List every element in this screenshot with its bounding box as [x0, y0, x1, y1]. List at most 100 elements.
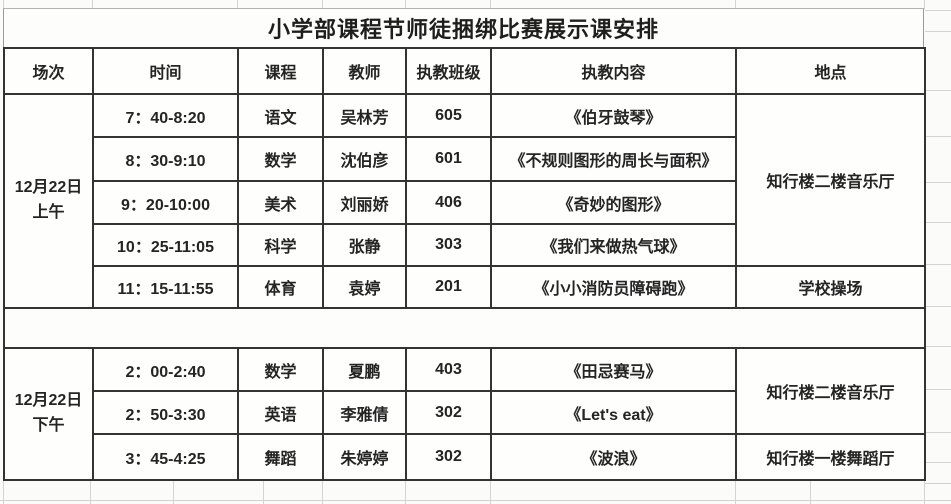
header-session: 场次 — [3, 47, 94, 95]
header-subject: 课程 — [237, 47, 324, 95]
table-row: 2：50-3:30 英语 李雅倩 302 《Let's eat》 — [4, 390, 925, 435]
header-row: 场次 时间 课程 教师 执教班级 执教内容 地点 — [3, 47, 926, 95]
cell-content: 《奇妙的图形》 — [490, 180, 737, 225]
cell-time: 3：45-4:25 — [92, 433, 239, 481]
cell-teacher: 刘丽娇 — [322, 180, 407, 225]
session-period: 下午 — [32, 417, 65, 434]
cell-subject: 数学 — [237, 136, 324, 182]
header-class: 执教班级 — [405, 47, 492, 95]
table-row: 12月22日 下午 2：00-2:40 数学 夏鹏 403 《田忌赛马》 知行楼… — [3, 347, 926, 481]
cell-subject: 英语 — [237, 390, 324, 435]
gridline — [322, 480, 323, 504]
cell-teacher: 朱婷婷 — [322, 433, 407, 481]
cell-class: 201 — [405, 265, 492, 309]
cell-teacher: 袁婷 — [322, 265, 407, 309]
cell-content: 《伯牙鼓琴》 — [490, 93, 737, 138]
gridline — [3, 480, 4, 504]
cell-content: 《Let's eat》 — [490, 390, 737, 435]
gridline — [925, 136, 951, 137]
cell-session-afternoon: 12月22日 下午 — [3, 347, 94, 481]
cell-class: 303 — [405, 223, 492, 267]
cell-subject: 科学 — [237, 223, 324, 267]
cell-teacher: 吴林芳 — [322, 93, 407, 138]
gridline — [322, 0, 323, 9]
cell-class: 601 — [405, 136, 492, 182]
cell-class: 403 — [405, 347, 492, 392]
cell-content: 《田忌赛马》 — [490, 347, 737, 392]
table-title: 小学部课程节师徒捆绑比赛展示课安排 — [3, 8, 924, 47]
table-row: 11：15-11:55 体育 袁婷 201 《小小消防员障碍跑》 学校操场 — [4, 265, 926, 309]
gridline — [925, 306, 951, 307]
cell-subject: 舞蹈 — [237, 433, 324, 481]
cell-subject: 美术 — [237, 180, 324, 225]
cell-teacher: 李雅倩 — [322, 390, 407, 435]
gridline — [3, 0, 4, 9]
session-date: 12月22日 — [14, 179, 83, 197]
cell-subject: 语文 — [237, 93, 324, 138]
gridline — [924, 0, 925, 9]
cell-content: 《不规则图形的周长与面积》 — [490, 136, 737, 182]
gridline — [173, 480, 174, 504]
table-row: 10：25-11:05 科学 张静 303 《我们来做热气球》 — [4, 223, 925, 267]
header-teacher: 教师 — [322, 47, 407, 95]
gridline — [735, 480, 736, 504]
cell-class: 302 — [405, 390, 492, 435]
cell-location-playground: 学校操场 — [735, 265, 926, 309]
gridline — [405, 480, 406, 504]
gridline — [405, 0, 406, 9]
gridline — [490, 480, 491, 504]
cell-class: 605 — [405, 93, 492, 138]
cell-time: 9：20-10:00 — [92, 180, 239, 225]
gridline — [925, 264, 951, 265]
cell-time: 8：30-9:10 — [92, 136, 239, 182]
cell-time: 2：50-3:30 — [92, 390, 239, 435]
gridline — [925, 462, 951, 463]
cell-class: 302 — [405, 433, 492, 481]
table-row: 12月22日 上午 7：40-8:20 语文 吴林芳 605 《伯牙鼓琴》 知行… — [3, 93, 926, 309]
header-location: 地点 — [735, 47, 926, 95]
table-row: 9：20-10:00 美术 刘丽娇 406 《奇妙的图形》 — [4, 180, 925, 225]
gridline — [925, 432, 951, 433]
gridline — [925, 346, 951, 347]
cell-subject: 数学 — [237, 347, 324, 392]
gridline — [925, 90, 951, 91]
cell-content: 《小小消防员障碍跑》 — [490, 265, 737, 309]
gridline — [0, 500, 951, 501]
schedule-table: 场次 时间 课程 教师 执教班级 执教内容 地点 12月22日 上午 7：40-… — [3, 47, 926, 481]
gridline — [925, 31, 951, 32]
session-date: 12月22日 — [14, 392, 83, 410]
cell-subject: 体育 — [237, 265, 324, 309]
gridline — [490, 0, 491, 9]
cell-time: 10：25-11:05 — [92, 223, 239, 267]
gridline — [90, 480, 91, 504]
table-title-text: 小学部课程节师徒捆绑比赛展示课安排 — [267, 17, 659, 42]
cell-time: 11：15-11:55 — [92, 265, 239, 309]
gridline — [810, 480, 811, 504]
gridline — [925, 483, 951, 484]
cell-teacher: 夏鹏 — [322, 347, 407, 392]
header-time: 时间 — [92, 47, 239, 95]
cell-session-morning: 12月22日 上午 — [3, 93, 94, 309]
cell-teacher: 张静 — [322, 223, 407, 267]
gridline — [925, 222, 951, 223]
gridline — [263, 480, 264, 504]
gridline — [925, 389, 951, 390]
cell-class: 406 — [405, 180, 492, 225]
cell-time: 2：00-2:40 — [92, 347, 239, 392]
gridline — [925, 182, 951, 183]
cell-time: 7：40-8:20 — [92, 93, 239, 138]
session-period: 上午 — [32, 204, 65, 221]
cell-location-dancehall: 知行楼一楼舞蹈厅 — [735, 433, 926, 481]
gridline — [237, 0, 238, 9]
cell-teacher: 沈伯彦 — [322, 136, 407, 182]
spacer-row — [3, 307, 926, 349]
gridline — [925, 10, 951, 11]
gridline — [924, 480, 925, 504]
empty-spacer-cell — [3, 307, 926, 349]
table-row: 8：30-9:10 数学 沈伯彦 601 《不规则图形的周长与面积》 — [4, 136, 925, 182]
table-row: 3：45-4:25 舞蹈 朱婷婷 302 《波浪》 知行楼一楼舞蹈厅 — [4, 433, 926, 481]
cell-content: 《波浪》 — [490, 433, 737, 481]
cell-location-morning: 知行楼二楼音乐厅 — [735, 93, 926, 267]
header-content: 执教内容 — [490, 47, 737, 95]
